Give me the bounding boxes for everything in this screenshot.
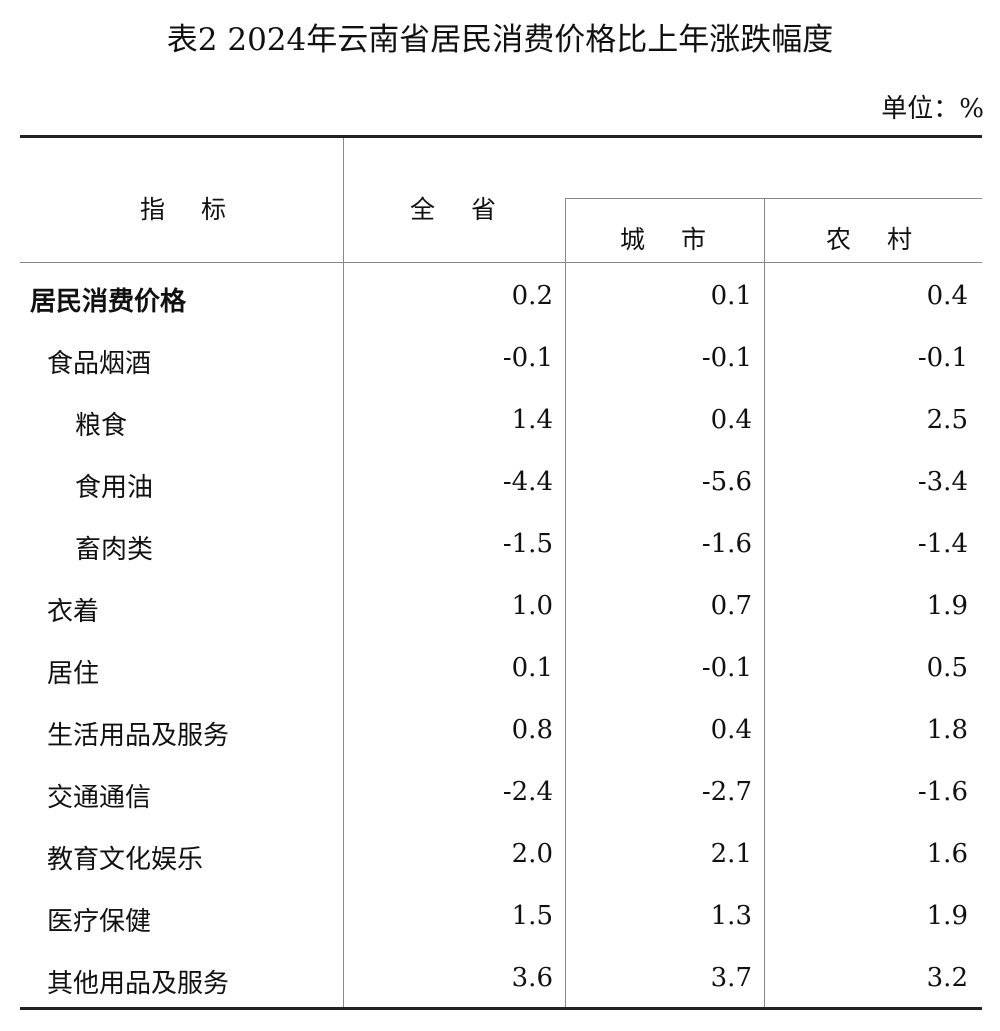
value-province: 1.5 [511, 901, 553, 931]
value-urban: 0.7 [710, 591, 752, 621]
value-rural: -3.4 [917, 467, 968, 497]
value-rural: 1.8 [926, 715, 968, 745]
header-province: 全 省 [410, 195, 510, 224]
value-province: -0.1 [502, 343, 553, 373]
row-label: 衣着 [47, 597, 100, 627]
value-urban: 3.7 [710, 963, 752, 993]
value-urban: -5.6 [701, 467, 752, 497]
top-rule [20, 135, 982, 138]
row-label: 食用油 [75, 473, 154, 503]
table-row: 食用油 -4.4 -5.6 -3.4 [20, 452, 982, 514]
row-label: 居住 [47, 659, 100, 689]
row-label: 居民消费价格 [30, 287, 187, 317]
column-divider [343, 138, 344, 1007]
row-label: 食品烟酒 [47, 349, 152, 379]
value-urban: 0.4 [710, 715, 752, 745]
table-title: 表2 2024年云南省居民消费价格比上年涨跌幅度 [166, 22, 834, 58]
value-urban: 2.1 [710, 839, 752, 869]
value-province: -2.4 [502, 777, 553, 807]
value-rural: 3.2 [926, 963, 968, 993]
value-province: 0.2 [511, 281, 553, 311]
column-divider [565, 198, 566, 1007]
value-urban: -2.7 [701, 777, 752, 807]
table-row: 教育文化娱乐 2.0 2.1 1.6 [20, 824, 982, 886]
value-urban: -0.1 [701, 343, 752, 373]
row-label: 其他用品及服务 [47, 969, 230, 999]
row-label: 生活用品及服务 [47, 721, 230, 751]
table-row: 生活用品及服务 0.8 0.4 1.8 [20, 700, 982, 762]
header-rule [20, 262, 982, 263]
value-urban: -1.6 [701, 529, 752, 559]
row-label: 教育文化娱乐 [47, 845, 204, 875]
value-rural: -1.4 [917, 529, 968, 559]
value-province: 0.1 [511, 653, 553, 683]
value-province: 3.6 [511, 963, 553, 993]
header-urban: 城 市 [620, 225, 720, 254]
value-province: 0.8 [511, 715, 553, 745]
value-rural: 0.4 [926, 281, 968, 311]
table-row: 医疗保健 1.5 1.3 1.9 [20, 886, 982, 948]
table-row: 居住 0.1 -0.1 0.5 [20, 638, 982, 700]
value-province: 1.4 [511, 405, 553, 435]
subheader-rule [565, 198, 982, 199]
value-province: 1.0 [511, 591, 553, 621]
value-rural: 2.5 [926, 405, 968, 435]
row-label: 医疗保健 [47, 907, 152, 937]
column-divider [764, 198, 765, 1007]
value-rural: 1.9 [926, 901, 968, 931]
table-row: 其他用品及服务 3.6 3.7 3.2 [20, 948, 982, 1010]
table-row: 食品烟酒 -0.1 -0.1 -0.1 [20, 328, 982, 390]
table-row: 畜肉类 -1.5 -1.6 -1.4 [20, 514, 982, 576]
value-urban: -0.1 [701, 653, 752, 683]
table-row: 粮食 1.4 0.4 2.5 [20, 390, 982, 452]
table-row: 交通通信 -2.4 -2.7 -1.6 [20, 762, 982, 824]
value-province: -1.5 [502, 529, 553, 559]
value-rural: -0.1 [917, 343, 968, 373]
value-province: -4.4 [502, 467, 553, 497]
table-row: 居民消费价格 0.2 0.1 0.4 [20, 266, 982, 328]
value-province: 2.0 [511, 839, 553, 869]
value-urban: 0.4 [710, 405, 752, 435]
value-rural: -1.6 [917, 777, 968, 807]
row-label: 畜肉类 [75, 535, 154, 565]
table-row: 衣着 1.0 0.7 1.9 [20, 576, 982, 638]
header-indicator: 指 标 [140, 195, 240, 224]
bottom-rule [20, 1007, 982, 1010]
value-urban: 1.3 [710, 901, 752, 931]
value-rural: 0.5 [926, 653, 968, 683]
row-label: 粮食 [75, 411, 128, 441]
unit-label: 单位：% [881, 94, 984, 124]
value-rural: 1.6 [926, 839, 968, 869]
header-rural: 农 村 [826, 225, 926, 254]
value-rural: 1.9 [926, 591, 968, 621]
row-label: 交通通信 [47, 783, 152, 813]
value-urban: 0.1 [710, 281, 752, 311]
